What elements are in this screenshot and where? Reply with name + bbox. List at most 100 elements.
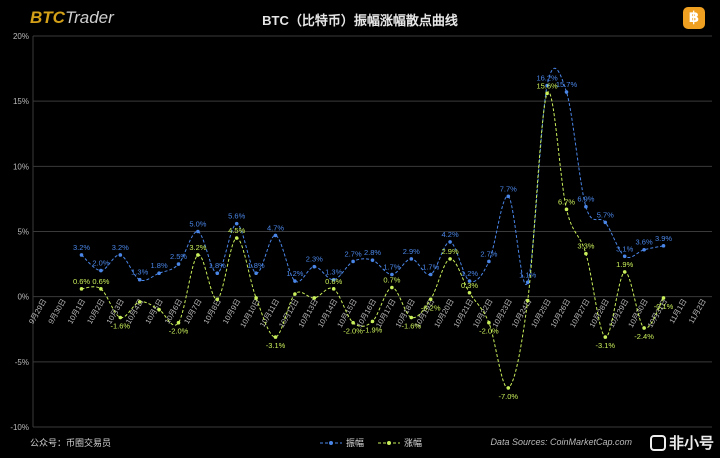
data-point-change	[215, 297, 220, 302]
data-point-amplitude	[603, 220, 608, 225]
data-label-amplitude: 3.9%	[655, 234, 672, 243]
data-label-amplitude: 1.7%	[422, 263, 439, 272]
data-point-amplitude	[118, 253, 123, 257]
data-point-amplitude	[196, 229, 200, 234]
data-label-change: -1.6%	[402, 322, 422, 331]
data-point-change	[273, 335, 278, 339]
data-point-amplitude	[99, 268, 103, 273]
data-point-amplitude	[506, 194, 511, 199]
data-label-amplitude: 2.5%	[170, 252, 187, 261]
series-line-change	[81, 91, 664, 389]
data-label-amplitude: 2.7%	[345, 249, 362, 258]
data-point-change	[603, 335, 608, 339]
brand-part1: BTC	[30, 8, 65, 27]
data-label-amplitude: 5.7%	[597, 210, 614, 219]
data-point-change	[467, 290, 472, 295]
data-point-amplitude	[428, 272, 433, 277]
data-point-change	[564, 207, 569, 212]
y-tick-label: 10%	[13, 162, 29, 171]
data-point-amplitude	[331, 277, 336, 282]
data-label-amplitude: 3.6%	[636, 238, 653, 247]
data-label-amplitude: 1.3%	[131, 268, 148, 277]
data-label-amplitude: 2.7%	[480, 249, 497, 258]
data-point-change	[176, 320, 181, 325]
data-point-amplitude	[390, 272, 394, 277]
data-label-change: 3.2%	[189, 243, 206, 252]
data-point-amplitude	[661, 244, 666, 248]
data-label-change: 0.6%	[325, 277, 342, 286]
data-point-change	[196, 253, 200, 257]
data-point-amplitude	[467, 279, 472, 283]
data-point-change	[642, 326, 646, 330]
watermark-text: 非小号	[668, 435, 714, 452]
data-point-change	[234, 236, 239, 240]
legend-amplitude-marker	[320, 440, 342, 445]
data-label-amplitude: 15.7%	[556, 80, 578, 89]
data-label-change: -1.6%	[111, 322, 131, 331]
y-tick-label: 0%	[17, 293, 29, 302]
data-point-change	[428, 297, 433, 302]
data-point-amplitude	[254, 271, 258, 276]
legend-amplitude-label: 振幅	[346, 438, 365, 448]
data-point-amplitude	[525, 280, 530, 285]
y-tick-label: -10%	[10, 423, 29, 432]
data-point-amplitude	[312, 264, 317, 269]
data-label-amplitude: 1.1%	[519, 270, 536, 279]
data-point-change	[448, 257, 452, 261]
data-label-amplitude: 3.2%	[73, 243, 90, 252]
data-point-change	[293, 292, 297, 296]
data-label-amplitude: 5.0%	[189, 220, 206, 229]
data-label-change: -1.9%	[363, 325, 383, 334]
data-label-change: 0.3%	[461, 281, 478, 290]
data-point-change	[312, 296, 317, 300]
data-label-amplitude: 4.2%	[442, 230, 459, 239]
data-label-change: 6.7%	[558, 197, 575, 206]
data-point-change	[99, 287, 103, 291]
data-label-amplitude: 5.6%	[228, 212, 245, 221]
data-label-amplitude: 1.3%	[325, 268, 342, 277]
data-label-amplitude: 2.0%	[92, 259, 109, 268]
brand-part2: Trader	[64, 8, 114, 27]
data-label-change: -0.1%	[654, 302, 674, 311]
data-label-change: -2.0%	[343, 327, 363, 336]
legend-change-marker	[378, 440, 401, 445]
data-point-amplitude	[584, 204, 588, 209]
data-point-change	[137, 300, 142, 304]
data-label-amplitude: 2.3%	[306, 255, 323, 264]
chart-legend: 振幅 涨幅	[320, 436, 422, 449]
footer-source-account: 公众号：币圈交易员	[30, 438, 112, 448]
data-point-change	[584, 251, 588, 256]
data-label-change: 0.6%	[92, 277, 109, 286]
data-label-change: 1.9%	[616, 260, 633, 269]
data-point-change	[351, 320, 355, 325]
data-label-change: -3.1%	[266, 341, 286, 350]
data-label-change: 0.6%	[73, 277, 90, 286]
data-point-amplitude	[79, 253, 84, 257]
data-point-amplitude	[370, 258, 375, 262]
data-label-change: -0.2%	[421, 303, 441, 312]
data-label-change: 2.9%	[442, 247, 459, 256]
data-point-amplitude	[273, 233, 278, 238]
data-label-amplitude: 1.7%	[383, 263, 400, 272]
data-label-change: -2.0%	[479, 327, 499, 336]
data-label-change: 15.6%	[536, 81, 558, 90]
data-point-amplitude	[487, 259, 491, 264]
data-point-amplitude	[564, 90, 569, 94]
data-point-amplitude	[137, 277, 142, 282]
footer-data-source: Data Sources: CoinMarketCap.com	[490, 437, 632, 447]
data-point-amplitude	[642, 247, 646, 252]
legend-item-amplitude: 振幅	[320, 436, 364, 449]
data-point-amplitude	[157, 271, 161, 276]
data-point-amplitude	[622, 254, 627, 259]
data-point-amplitude	[215, 271, 220, 276]
x-tick-label: 11月2日	[687, 297, 708, 325]
data-label-amplitude: 16.2%	[536, 74, 558, 83]
data-point-change	[545, 91, 549, 96]
data-point-change	[118, 315, 123, 320]
data-label-change: -7.0%	[499, 392, 519, 401]
watermark-logo-icon	[649, 434, 666, 451]
legend-item-change: 涨幅	[378, 436, 422, 449]
y-tick-label: 15%	[13, 97, 29, 106]
data-label-amplitude: 1.8%	[248, 261, 265, 270]
